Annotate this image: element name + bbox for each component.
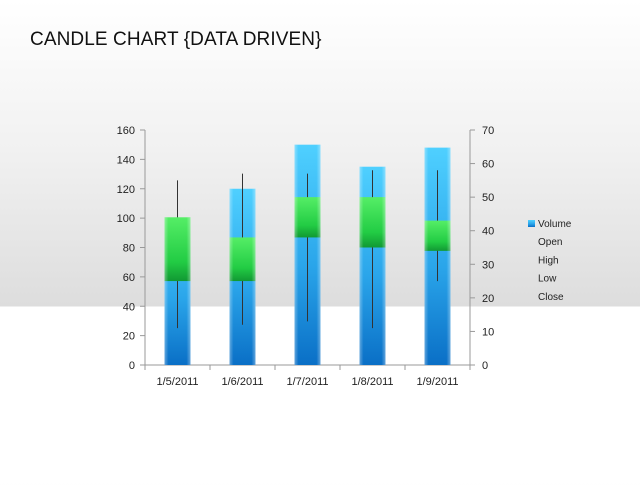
y-left-tick-label: 140 xyxy=(117,154,135,166)
candle-body-highlight xyxy=(359,197,386,248)
y-right-tick-label: 10 xyxy=(482,326,494,338)
y-right-tick-label: 40 xyxy=(482,226,494,238)
y-left-tick-label: 0 xyxy=(129,360,135,372)
y-left-tick-label: 120 xyxy=(117,184,135,196)
slide-title: CANDLE CHART {DATA DRIVEN} xyxy=(30,29,322,50)
legend-label: Open xyxy=(538,237,562,248)
x-tick-label: 1/5/2011 xyxy=(156,376,198,388)
y-left-tick-label: 40 xyxy=(123,301,135,313)
y-left-tick-label: 100 xyxy=(117,213,135,225)
candle-body-highlight xyxy=(424,220,451,251)
y-right-tick-label: 70 xyxy=(482,125,494,137)
y-left-tick-label: 160 xyxy=(117,125,135,137)
y-left-tick-label: 20 xyxy=(123,331,135,343)
legend-label: Low xyxy=(538,274,557,285)
y-left-tick-label: 80 xyxy=(123,243,135,255)
x-tick-label: 1/7/2011 xyxy=(286,376,328,388)
legend-swatch-volume xyxy=(528,220,535,227)
y-right-tick-label: 30 xyxy=(482,259,494,271)
legend-label: High xyxy=(538,255,559,266)
legend-label: Volume xyxy=(538,219,572,230)
x-tick-label: 1/9/2011 xyxy=(416,376,458,388)
candle-body-highlight xyxy=(229,237,256,282)
y-right-tick-label: 0 xyxy=(482,360,488,372)
x-tick-label: 1/6/2011 xyxy=(221,376,263,388)
candle-body-highlight xyxy=(294,197,321,238)
y-right-tick-label: 50 xyxy=(482,192,494,204)
y-left-tick-label: 60 xyxy=(123,272,135,284)
y-right-tick-label: 60 xyxy=(482,159,494,171)
x-tick-label: 1/8/2011 xyxy=(351,376,393,388)
legend-label: Close xyxy=(538,292,564,303)
y-right-tick-label: 20 xyxy=(482,293,494,305)
candle-body-highlight xyxy=(164,217,191,282)
